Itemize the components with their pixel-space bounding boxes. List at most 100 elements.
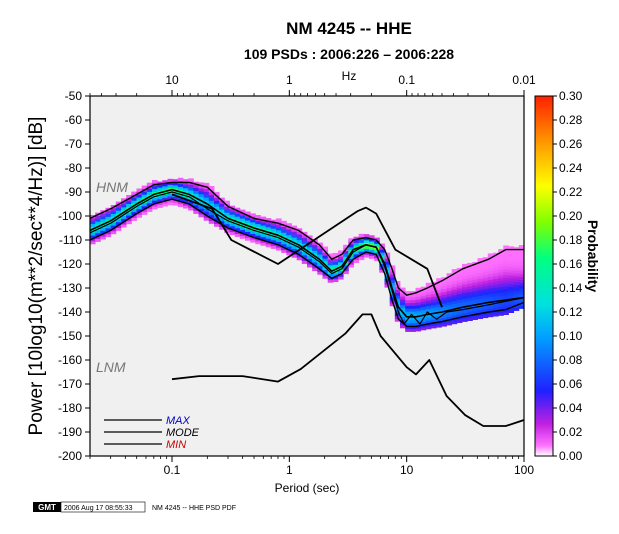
heatmap-cell [281,241,287,245]
heatmap-cell [198,191,205,195]
heatmap-cell [462,298,468,302]
heatmap-cell [394,286,401,291]
heatmap-cell [379,263,385,267]
x-tick-label: 10 [400,463,414,477]
heatmap-cell [250,233,256,237]
heatmap-cell [296,236,303,241]
heatmap-cell [441,294,447,298]
heatmap-cell [358,256,365,261]
heatmap-cell [162,203,168,207]
footer-caption: NM 4245 -- HHE PSD PDF [152,505,236,512]
heatmap-cell [229,225,236,230]
heatmap-cell [105,210,112,214]
heatmap-cell [493,255,499,259]
heatmap-cell [332,261,339,265]
heatmap-cell [338,256,344,260]
heatmap-cell [441,283,447,287]
heatmap-cell [369,241,375,245]
heatmap-cell [400,304,406,309]
heatmap-cell [270,231,277,235]
heatmap-cell [307,249,313,254]
heatmap-cell [441,314,447,318]
heatmap-cell [405,299,411,304]
heatmap-cell [405,291,411,295]
heatmap-cell [456,279,463,283]
heatmap-cell [110,210,117,214]
heatmap-cell [363,234,370,238]
heatmap-cell [467,297,473,301]
heatmap-cell [456,285,463,289]
heatmap-cell [508,266,515,270]
heatmap-cell [353,254,360,258]
heatmap-cell [482,306,489,310]
heatmap-cell [456,270,463,275]
heatmap-cell [456,296,463,300]
heatmap-cell [487,305,494,309]
colorbar-tick-label: 0.04 [559,401,583,415]
heatmap-cell [332,264,339,268]
colorbar-tick-label: 0.30 [559,89,583,103]
heatmap-cell [363,239,370,244]
heatmap-cell [141,194,148,198]
heatmap-cell [431,319,437,323]
heatmap-cell [177,189,184,193]
heatmap-cell [100,218,106,223]
heatmap-cell [322,258,329,262]
heatmap-cell [498,286,504,290]
heatmap-cell [482,263,489,267]
heatmap-cell [508,295,515,299]
heatmap-cell [493,304,499,308]
heatmap-cell [239,226,246,231]
heatmap-cell [384,261,391,265]
heatmap-cell [234,219,241,223]
heatmap-cell [410,308,416,312]
heatmap-cell [250,219,256,223]
heatmap-cell [183,179,189,183]
heatmap-cell [322,252,329,256]
heatmap-cell [405,305,411,309]
heatmap-cell [358,253,365,258]
heatmap-cell [405,319,411,324]
heatmap-cell [472,310,478,315]
heatmap-cell [281,249,287,253]
heatmap-cell [260,233,267,238]
heatmap-cell [281,232,287,236]
heatmap-cell [462,286,468,291]
heatmap-cell [121,221,127,225]
heatmap-cell [446,281,453,286]
heatmap-cell [95,232,101,237]
heatmap-cell [286,246,292,250]
heatmap-cell [286,243,292,247]
heatmap-cell [291,231,298,235]
heatmap-cell [508,306,515,311]
heatmap-cell [436,301,442,305]
heatmap-cell [508,309,515,313]
heatmap-cell [503,251,509,255]
heatmap-cell [307,264,313,268]
heatmap-cell [245,234,251,238]
heatmap-cell [358,239,365,243]
heatmap-cell [498,295,504,299]
heatmap-cell [208,200,215,204]
x-tick-label: 100 [514,463,534,477]
heatmap-cell [100,227,106,231]
heatmap-cell [493,267,499,271]
heatmap-cell [405,296,411,301]
heatmap-cell [208,220,215,224]
heatmap-cell [467,265,473,270]
heatmap-cell [462,301,468,305]
heatmap-cell [518,276,524,281]
heatmap-cell [90,220,96,225]
heatmap-cell [276,232,282,237]
heatmap-cell [420,298,427,302]
heatmap-cell [508,246,515,250]
heatmap-cell [513,284,520,288]
heatmap-cell [115,224,122,228]
heatmap-cell [503,262,509,267]
heatmap-cell [203,197,210,201]
heatmap-cell [322,255,329,259]
heatmap-cell [260,242,267,246]
heatmap-cell [301,231,308,236]
heatmap-cell [234,207,241,211]
heatmap-cell [146,188,153,192]
